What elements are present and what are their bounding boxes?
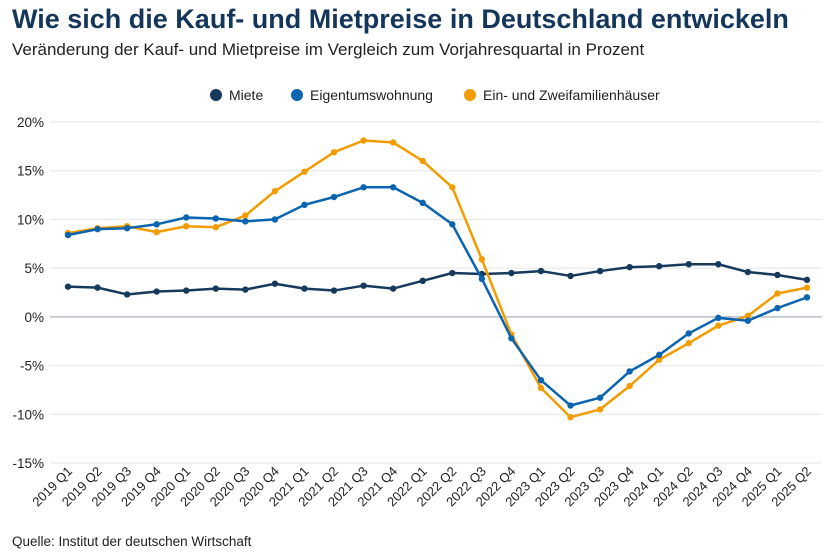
data-point: [685, 330, 692, 337]
data-point: [389, 285, 397, 292]
data-point: [449, 184, 456, 191]
data-point: [803, 276, 811, 284]
data-point: [478, 256, 486, 263]
chart-title: Wie sich die Kauf- und Mietpreise in Deu…: [12, 4, 789, 34]
data-point: [596, 406, 604, 413]
data-point: [419, 157, 426, 165]
data-point: [94, 225, 101, 233]
data-point: [153, 221, 160, 228]
data-point: [537, 384, 545, 392]
data-point: [123, 291, 131, 298]
data-point: [271, 187, 279, 195]
chart-subtitle: Veränderung der Kauf- und Mietpreise im …: [12, 40, 645, 59]
source-note: Quelle: Institut der deutschen Wirtschaf…: [12, 534, 252, 549]
data-point: [744, 268, 752, 276]
data-point: [744, 312, 752, 320]
data-point: [715, 314, 722, 322]
data-point: [478, 275, 486, 283]
data-point: [626, 368, 633, 375]
data-point: [685, 339, 692, 347]
legend-marker: [210, 89, 222, 101]
data-point: [242, 286, 249, 293]
data-point: [94, 284, 101, 291]
data-point: [626, 263, 633, 271]
y-tick-label: 15%: [17, 164, 44, 179]
data-point: [774, 304, 781, 312]
data-point: [656, 356, 663, 363]
data-point: [360, 282, 367, 289]
data-point: [537, 267, 545, 275]
data-point: [774, 290, 781, 297]
data-point: [715, 261, 722, 268]
data-point: [183, 223, 190, 230]
data-point: [64, 283, 72, 290]
y-tick-label: -10%: [12, 407, 44, 422]
data-point: [271, 280, 279, 287]
data-point: [744, 317, 752, 324]
series-ein-und-zweifamilienhäuser: [64, 137, 811, 421]
data-point: [153, 288, 160, 295]
data-point: [183, 214, 190, 221]
series-eigentumswohnung: [64, 184, 811, 409]
data-point: [596, 267, 604, 275]
data-point: [242, 212, 249, 219]
data-point: [330, 287, 338, 294]
data-point: [567, 402, 574, 409]
data-point: [567, 414, 574, 421]
y-tick-label: 20%: [17, 115, 44, 130]
series-line: [67, 262, 808, 296]
data-point: [715, 322, 722, 329]
y-tick-label: 5%: [24, 261, 44, 276]
data-point: [271, 216, 279, 223]
y-tick-label: -15%: [12, 456, 44, 471]
legend-label: Eigentumswohnung: [310, 87, 433, 103]
data-point: [656, 262, 663, 270]
series-line: [67, 186, 808, 407]
data-point: [596, 394, 604, 401]
data-point: [330, 193, 338, 201]
data-point: [656, 351, 663, 359]
data-point: [803, 284, 811, 291]
data-point: [301, 285, 308, 292]
series-miete: [64, 261, 811, 298]
data-point: [389, 139, 397, 146]
y-tick-label: 10%: [17, 212, 44, 227]
data-point: [537, 376, 545, 384]
data-point: [242, 218, 249, 225]
data-point: [567, 272, 574, 280]
legend-label: Ein- und Zweifamilienhäuser: [483, 87, 660, 103]
data-point: [360, 137, 367, 144]
data-point: [508, 335, 515, 342]
y-tick-label: -5%: [20, 359, 44, 374]
data-point: [153, 228, 160, 236]
data-point: [449, 269, 456, 277]
legend-marker: [291, 89, 303, 101]
data-point: [389, 184, 397, 191]
data-point: [330, 149, 338, 156]
data-point: [360, 184, 367, 191]
data-point: [449, 221, 456, 228]
data-point: [508, 269, 515, 277]
legend-label: Miete: [229, 87, 263, 103]
data-point: [212, 215, 219, 222]
data-point: [803, 294, 811, 301]
data-point: [301, 201, 308, 209]
data-point: [183, 287, 190, 294]
data-point: [123, 224, 131, 232]
y-tick-label: 0%: [24, 310, 44, 325]
series-line: [67, 139, 808, 419]
data-point: [626, 382, 633, 390]
data-point: [301, 168, 308, 175]
data-point: [212, 224, 219, 231]
data-point: [419, 277, 426, 285]
data-point: [212, 285, 219, 292]
data-point: [774, 271, 781, 279]
data-point: [64, 231, 72, 239]
data-point: [419, 199, 426, 207]
legend-marker: [464, 89, 476, 101]
data-point: [685, 261, 692, 268]
